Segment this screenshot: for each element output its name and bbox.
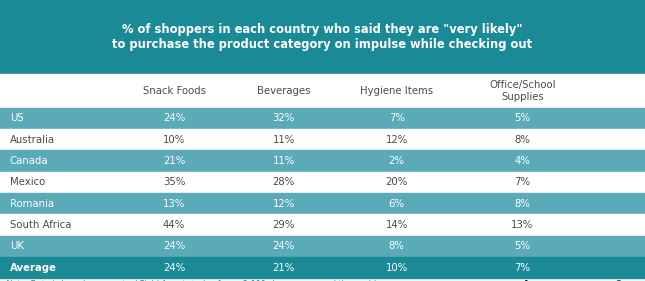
Bar [0,108,645,129]
Bar [0,129,645,150]
Text: 11%: 11% [273,135,295,145]
Bar [0,257,645,278]
Text: 6%: 6% [389,199,404,209]
Text: 5%: 5% [515,241,530,251]
Text: 7%: 7% [389,113,404,123]
Text: 8%: 8% [515,135,530,145]
Bar [0,74,645,108]
Text: 24%: 24% [163,113,185,123]
Text: F: F [617,280,626,281]
Text: 24%: 24% [273,241,295,251]
Text: 11%: 11% [273,156,295,166]
Text: South Africa: South Africa [10,220,71,230]
Text: 20%: 20% [386,177,408,187]
Text: 21%: 21% [273,263,295,273]
Text: 24%: 24% [163,241,185,251]
Bar [0,172,645,193]
Text: Romania: Romania [10,199,54,209]
Bar [0,150,645,172]
Text: UK: UK [10,241,24,251]
Text: Note: Data is based on an actual Field Agent study of over 2,000 shoppers around: Note: Data is based on an actual Field A… [6,280,376,281]
Text: Snack Foods: Snack Foods [143,86,206,96]
Text: 8%: 8% [515,199,530,209]
Text: Office/School
Supplies: Office/School Supplies [489,80,556,102]
Bar [0,0,645,74]
Bar [0,214,645,236]
Text: 29%: 29% [273,220,295,230]
Text: US: US [10,113,23,123]
Text: 13%: 13% [511,220,533,230]
Text: Average: Average [10,263,57,273]
Text: 2%: 2% [389,156,404,166]
Text: Beverages: Beverages [257,86,310,96]
Text: 21%: 21% [163,156,185,166]
Text: 10%: 10% [386,263,408,273]
Text: 24%: 24% [163,263,185,273]
Text: 5%: 5% [515,113,530,123]
Text: 7%: 7% [515,263,530,273]
Text: 8%: 8% [389,241,404,251]
Text: 35%: 35% [163,177,185,187]
Text: ELD AGENT®: ELD AGENT® [528,280,626,281]
Text: iELD AGENT®: iELD AGENT® [524,280,626,281]
Bar [0,193,645,214]
Text: Australia: Australia [10,135,55,145]
Text: 28%: 28% [273,177,295,187]
Text: 12%: 12% [273,199,295,209]
Bar [0,236,645,257]
Text: 4%: 4% [515,156,530,166]
Text: % of shoppers in each country who said they are "very likely"
to purchase the pr: % of shoppers in each country who said t… [112,23,533,51]
Text: 10%: 10% [163,135,185,145]
Text: 14%: 14% [386,220,408,230]
Text: 7%: 7% [515,177,530,187]
Text: 44%: 44% [163,220,185,230]
Text: Hygiene Items: Hygiene Items [360,86,433,96]
Text: Canada: Canada [10,156,48,166]
Text: 13%: 13% [163,199,185,209]
Text: 32%: 32% [273,113,295,123]
Text: 12%: 12% [386,135,408,145]
Text: Mexico: Mexico [10,177,45,187]
